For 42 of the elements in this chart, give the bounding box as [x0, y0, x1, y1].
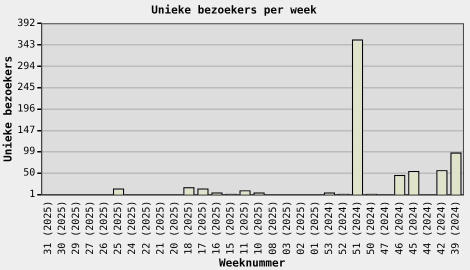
y-axis-title: Unieke bezoekers	[1, 56, 14, 162]
x-tick-label: 51 (2024)	[352, 200, 364, 255]
x-tick-label: 24 (2025)	[127, 200, 138, 255]
y-tick-label: 147	[17, 125, 36, 136]
x-tick-label: 11 (2025)	[240, 200, 251, 255]
x-axis-title: Weeknummer	[218, 256, 286, 270]
x-tick-label: 29 (2025)	[70, 200, 82, 255]
x-tick-label: 22 (2025)	[141, 200, 152, 255]
x-tick-label: 18 (2025)	[183, 200, 194, 255]
x-tick-label: 01 (2025)	[310, 200, 321, 255]
x-tick-label: 30 (2025)	[56, 200, 68, 255]
y-tick-label: 294	[17, 60, 36, 72]
x-tick-label: 03 (2025)	[282, 200, 293, 255]
x-tick-label: 46 (2024)	[394, 200, 406, 255]
x-tick-label: 50 (2024)	[366, 200, 378, 255]
x-tick-label: 44 (2024)	[422, 200, 434, 255]
y-tick-label: 50	[23, 168, 36, 179]
x-tick-label: 26 (2025)	[99, 200, 110, 255]
chart-title: Unieke bezoekers per week	[151, 3, 318, 16]
x-tick-label: 20 (2025)	[169, 200, 180, 255]
y-tick-label: 196	[17, 104, 36, 115]
y-tick-label: 1	[29, 189, 36, 200]
x-tick-label: 47 (2024)	[380, 200, 392, 255]
y-tick-label: 392	[17, 18, 36, 29]
x-tick-label: 15 (2025)	[226, 200, 237, 255]
x-tick-label: 53 (2024)	[324, 200, 336, 255]
y-tick-label: 245	[17, 82, 36, 94]
x-tick-label: 25 (2025)	[113, 200, 124, 255]
x-tick-label: 52 (2024)	[338, 200, 350, 255]
y-tick-label: 343	[17, 39, 36, 50]
x-tick-label: 39 (2024)	[450, 200, 462, 255]
x-tick-label: 02 (2025)	[296, 200, 307, 255]
x-tick-label: 21 (2025)	[155, 200, 166, 255]
y-tick-label: 99	[23, 146, 36, 158]
x-tick-label: 45 (2024)	[408, 200, 420, 255]
x-tick-label: 42 (2024)	[436, 200, 448, 255]
x-tick-label: 08 (2025)	[268, 200, 279, 255]
x-tick-label: 17 (2025)	[198, 200, 209, 255]
x-tick-label: 16 (2025)	[212, 200, 223, 255]
x-tick-label: 10 (2025)	[254, 200, 265, 255]
x-tick-label: 27 (2025)	[85, 200, 96, 255]
x-tick-label: 31 (2025)	[42, 200, 54, 255]
